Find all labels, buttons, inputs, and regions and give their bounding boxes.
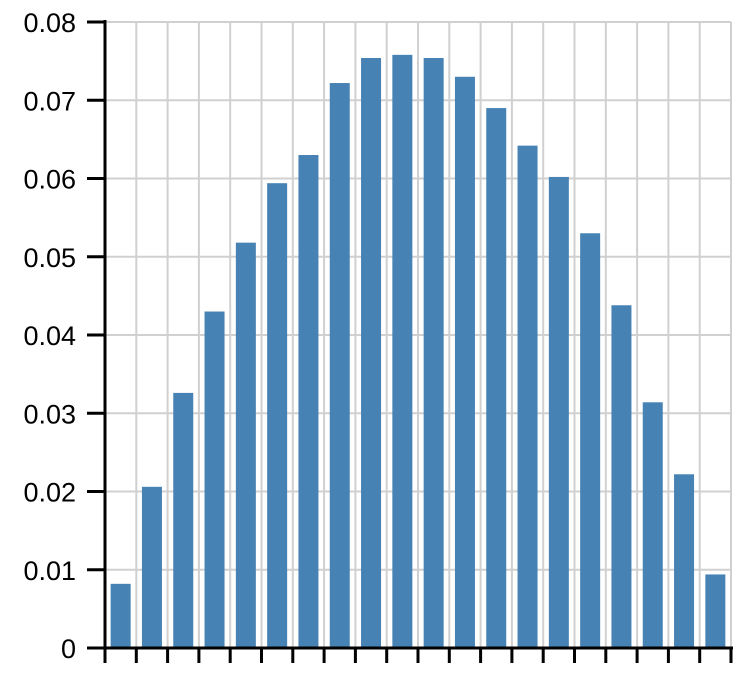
y-tick-label: 0.01 [23,556,76,586]
y-tick-label: 0.04 [23,321,76,351]
bar-4 [204,311,225,648]
y-tick-label: 0.03 [23,399,76,429]
bar-5 [235,242,256,649]
bar-8 [329,83,350,648]
y-tick-labels: 0 0.01 0.02 0.03 0.04 0.05 0.06 0.07 0.08 [23,8,76,664]
bars-group [110,54,726,649]
bar-14 [517,145,538,648]
bar-20 [705,574,726,648]
bar-16 [580,233,601,648]
axes-group [87,20,733,663]
bar-13 [486,108,507,648]
bar-18 [642,402,663,648]
y-tick-label: 0.08 [23,8,76,38]
bar-11 [423,57,444,649]
bar-1 [110,583,131,648]
y-tick-label: 0.07 [23,86,76,116]
bar-7 [298,155,319,648]
bar-15 [548,176,569,648]
y-tick-label: 0 [61,634,76,664]
bar-10 [392,54,413,649]
bar-6 [267,183,288,648]
bar-12 [454,76,475,648]
bar-19 [674,474,695,648]
bar-9 [361,57,382,649]
y-tick-label: 0.02 [23,478,76,508]
bar-17 [611,305,632,648]
bar-2 [141,486,162,648]
y-tick-label: 0.05 [23,243,76,273]
y-tick-label: 0.06 [23,165,76,195]
bar-3 [173,392,194,648]
grid-lines [105,21,732,648]
